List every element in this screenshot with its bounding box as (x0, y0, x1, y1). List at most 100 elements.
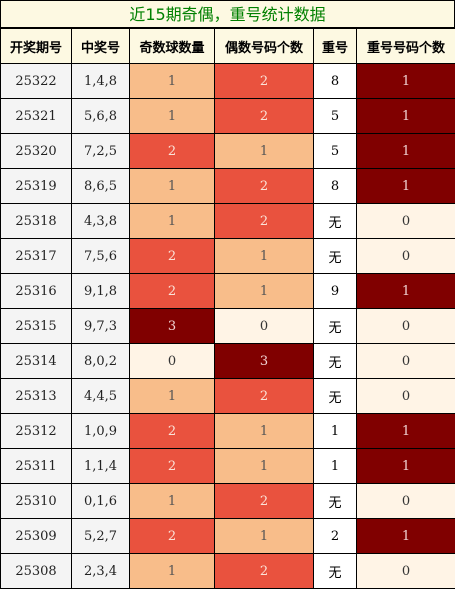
cell-issue: 25309 (1, 519, 72, 554)
cell-numbers: 9,1,8 (72, 274, 130, 309)
cell-repeat-count: 1 (357, 274, 455, 309)
cell-numbers: 0,1,6 (72, 484, 130, 519)
cell-even-count: 2 (215, 204, 314, 239)
cell-repeat-count: 1 (357, 99, 455, 134)
cell-repeat: 无 (314, 309, 357, 344)
cell-repeat-count: 0 (357, 309, 455, 344)
cell-odd-count: 2 (130, 239, 215, 274)
cell-even-count: 1 (215, 274, 314, 309)
cell-repeat: 无 (314, 344, 357, 379)
cell-repeat: 无 (314, 204, 357, 239)
cell-even-count: 0 (215, 309, 314, 344)
cell-repeat: 无 (314, 484, 357, 519)
cell-repeat: 1 (314, 449, 357, 484)
cell-repeat-count: 0 (357, 344, 455, 379)
cell-even-count: 1 (215, 519, 314, 554)
cell-numbers: 5,6,8 (72, 99, 130, 134)
cell-issue: 25319 (1, 169, 72, 204)
cell-numbers: 9,7,3 (72, 309, 130, 344)
cell-issue: 25316 (1, 274, 72, 309)
cell-repeat: 8 (314, 64, 357, 99)
cell-even-count: 1 (215, 134, 314, 169)
cell-odd-count: 1 (130, 204, 215, 239)
cell-odd-count: 1 (130, 484, 215, 519)
cell-issue: 25317 (1, 239, 72, 274)
cell-odd-count: 3 (130, 309, 215, 344)
cell-even-count: 3 (215, 344, 314, 379)
cell-repeat-count: 0 (357, 484, 455, 519)
cell-odd-count: 0 (130, 344, 215, 379)
cell-odd-count: 2 (130, 134, 215, 169)
cell-even-count: 2 (215, 554, 314, 589)
cell-repeat: 8 (314, 169, 357, 204)
cell-numbers: 8,0,2 (72, 344, 130, 379)
cell-repeat-count: 0 (357, 204, 455, 239)
header-odd-count: 奇数球数量 (130, 29, 215, 64)
cell-even-count: 2 (215, 99, 314, 134)
cell-numbers: 1,1,4 (72, 449, 130, 484)
cell-numbers: 4,4,5 (72, 379, 130, 414)
cell-even-count: 2 (215, 379, 314, 414)
header-repeat-count: 重号号码个数 (357, 29, 455, 64)
header-repeat: 重号 (314, 29, 357, 64)
cell-repeat-count: 1 (357, 134, 455, 169)
cell-issue: 25320 (1, 134, 72, 169)
cell-numbers: 2,3,4 (72, 554, 130, 589)
cell-issue: 25311 (1, 449, 72, 484)
cell-odd-count: 2 (130, 519, 215, 554)
cell-odd-count: 1 (130, 99, 215, 134)
cell-issue: 25312 (1, 414, 72, 449)
cell-issue: 25310 (1, 484, 72, 519)
cell-repeat-count: 1 (357, 414, 455, 449)
cell-repeat: 无 (314, 554, 357, 589)
header-issue: 开奖期号 (1, 29, 72, 64)
cell-repeat-count: 1 (357, 64, 455, 99)
cell-issue: 25321 (1, 99, 72, 134)
cell-repeat: 5 (314, 134, 357, 169)
cell-repeat-count: 1 (357, 449, 455, 484)
cell-odd-count: 2 (130, 274, 215, 309)
header-even-count: 偶数号码个数 (215, 29, 314, 64)
cell-issue: 25308 (1, 554, 72, 589)
cell-repeat: 无 (314, 379, 357, 414)
header-numbers: 中奖号 (72, 29, 130, 64)
cell-even-count: 1 (215, 449, 314, 484)
cell-odd-count: 1 (130, 379, 215, 414)
cell-repeat-count: 0 (357, 239, 455, 274)
table-header-row: 开奖期号 中奖号 奇数球数量 偶数号码个数 重号 重号号码个数 (1, 29, 455, 64)
cell-repeat: 2 (314, 519, 357, 554)
cell-repeat: 无 (314, 239, 357, 274)
cell-repeat-count: 1 (357, 169, 455, 204)
cell-numbers: 8,6,5 (72, 169, 130, 204)
page-title: 近15期奇偶，重号统计数据 (0, 0, 455, 28)
cell-numbers: 4,3,8 (72, 204, 130, 239)
cell-issue: 25318 (1, 204, 72, 239)
cell-numbers: 1,4,8 (72, 64, 130, 99)
cell-issue: 25322 (1, 64, 72, 99)
cell-repeat-count: 1 (357, 519, 455, 554)
cell-numbers: 5,2,7 (72, 519, 130, 554)
cell-numbers: 7,2,5 (72, 134, 130, 169)
cell-odd-count: 1 (130, 169, 215, 204)
cell-numbers: 1,0,9 (72, 414, 130, 449)
cell-repeat: 9 (314, 274, 357, 309)
cell-even-count: 2 (215, 64, 314, 99)
cell-even-count: 1 (215, 239, 314, 274)
cell-odd-count: 2 (130, 414, 215, 449)
